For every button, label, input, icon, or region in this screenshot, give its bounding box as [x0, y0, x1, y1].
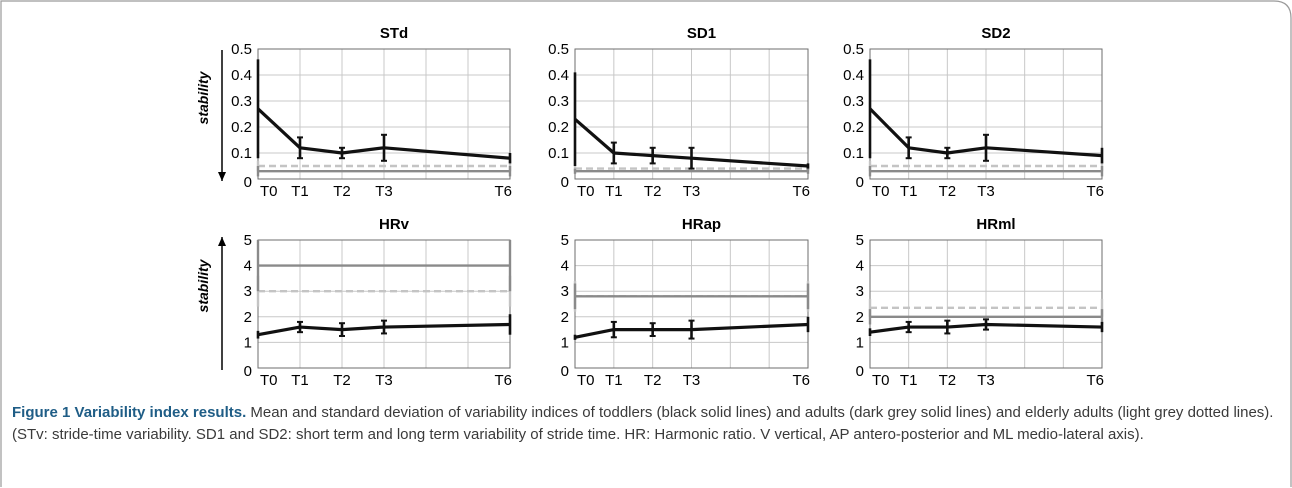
y-tick-label: 0.5	[843, 41, 864, 58]
x-tick-label: T2	[644, 183, 662, 200]
caption-text: Mean and standard deviation of variabili…	[12, 404, 1274, 443]
y-tick-label: 0.4	[843, 67, 864, 84]
x-tick-label: T1	[291, 183, 309, 200]
y-tick-label: 0.1	[548, 145, 569, 162]
x-tick-label: T2	[333, 183, 351, 200]
y-tick-label: 0.1	[231, 145, 252, 162]
y-tick-label: 5	[856, 232, 864, 249]
x-tick-label: T3	[683, 372, 701, 389]
x-tick-label: T0	[577, 183, 595, 200]
chart-panel-sd1: SD1 0 0.1 0.2 0.3 0.4 0.5 T0 T1 T2 T3 T6	[548, 25, 810, 200]
x-tick-label: T2	[333, 372, 351, 389]
y-tick-label: 0.3	[843, 93, 864, 110]
y-tick-label: 3	[856, 283, 864, 300]
figure-caption: Figure 1 Variability index results. Mean…	[12, 402, 1280, 446]
x-tick-label: T1	[900, 183, 918, 200]
x-tick-label: T0	[872, 372, 890, 389]
caption-title: Figure 1 Variability index results.	[12, 404, 247, 421]
chart-panel-sd2: SD2 0 0.1 0.2 0.3 0.4 0.5 T0 T1 T2 T3 T6	[843, 25, 1104, 200]
x-tick-label: T0	[577, 372, 595, 389]
stability-label: stability	[195, 258, 211, 312]
chart-title: HRml	[976, 216, 1015, 233]
y-tick-label: 5	[244, 232, 252, 249]
x-tick-label: T6	[494, 183, 512, 200]
y-tick-label: 4	[561, 258, 569, 275]
chart-title: SD1	[687, 25, 716, 42]
y-tick-label: 0.2	[843, 119, 864, 136]
y-tick-label: 1	[244, 334, 252, 351]
x-tick-label: T1	[605, 372, 623, 389]
y-tick-label: 1	[561, 334, 569, 351]
x-tick-label: T1	[605, 183, 623, 200]
chart-panel-hrap: HRap 0 1 2 3 4 5 T0 T1 T2 T3 T6	[561, 216, 810, 389]
y-tick-label: 2	[244, 309, 252, 326]
x-tick-label: T3	[683, 183, 701, 200]
y-tick-label: 2	[856, 309, 864, 326]
x-tick-label: T6	[1086, 183, 1104, 200]
x-tick-label: T0	[260, 372, 278, 389]
x-tick-label: T0	[260, 183, 278, 200]
x-tick-label: T3	[977, 372, 995, 389]
x-tick-label: T2	[939, 183, 957, 200]
y-tick-label: 0.5	[548, 41, 569, 58]
y-tick-label: 2	[561, 309, 569, 326]
y-tick-label: 0	[856, 174, 864, 191]
y-tick-label: 0.1	[843, 145, 864, 162]
x-tick-label: T2	[644, 372, 662, 389]
stability-arrowhead	[218, 172, 226, 181]
chart-title: HRap	[682, 216, 721, 233]
y-tick-label: 3	[244, 283, 252, 300]
x-tick-label: T6	[792, 183, 810, 200]
y-tick-label: 0	[561, 363, 569, 380]
y-tick-label: 5	[561, 232, 569, 249]
x-tick-label: T3	[977, 183, 995, 200]
y-tick-label: 3	[561, 283, 569, 300]
chart-panel-hrml: HRml 0 1 2 3 4 5 T0 T1 T2 T3 T6	[856, 216, 1104, 389]
y-tick-label: 0.3	[548, 93, 569, 110]
y-tick-label: 4	[856, 258, 864, 275]
stability-arrowhead	[218, 237, 226, 246]
stability-label: stability	[195, 70, 211, 124]
x-tick-label: T3	[375, 372, 393, 389]
y-tick-label: 0.2	[548, 119, 569, 136]
chart-title: HRv	[379, 216, 410, 233]
y-tick-label: 0.3	[231, 93, 252, 110]
x-tick-label: T6	[792, 372, 810, 389]
x-tick-label: T0	[872, 183, 890, 200]
chart-panel-hrv: HRv 0 1 2 3 4 5 T0 T1 T2 T3 T6	[244, 216, 512, 389]
x-tick-label: T1	[900, 372, 918, 389]
x-tick-label: T6	[494, 372, 512, 389]
y-tick-label: 0.2	[231, 119, 252, 136]
y-tick-label: 0.5	[231, 41, 252, 58]
x-tick-label: T6	[1086, 372, 1104, 389]
y-tick-label: 0	[561, 174, 569, 191]
y-tick-label: 0	[244, 363, 252, 380]
x-tick-label: T3	[375, 183, 393, 200]
y-tick-label: 0	[244, 174, 252, 191]
x-tick-label: T1	[291, 372, 309, 389]
y-tick-label: 4	[244, 258, 252, 275]
y-tick-label: 0	[856, 363, 864, 380]
y-tick-label: 0.4	[548, 67, 569, 84]
x-tick-label: T2	[939, 372, 957, 389]
chart-title: SD2	[981, 25, 1010, 42]
y-tick-label: 0.4	[231, 67, 252, 84]
chart-title: STd	[380, 25, 408, 42]
y-tick-label: 1	[856, 334, 864, 351]
chart-panel-std: STd 0 0.1 0.2 0.3 0.4 0.5 T0 T1 T2 T3 T6	[231, 25, 512, 200]
